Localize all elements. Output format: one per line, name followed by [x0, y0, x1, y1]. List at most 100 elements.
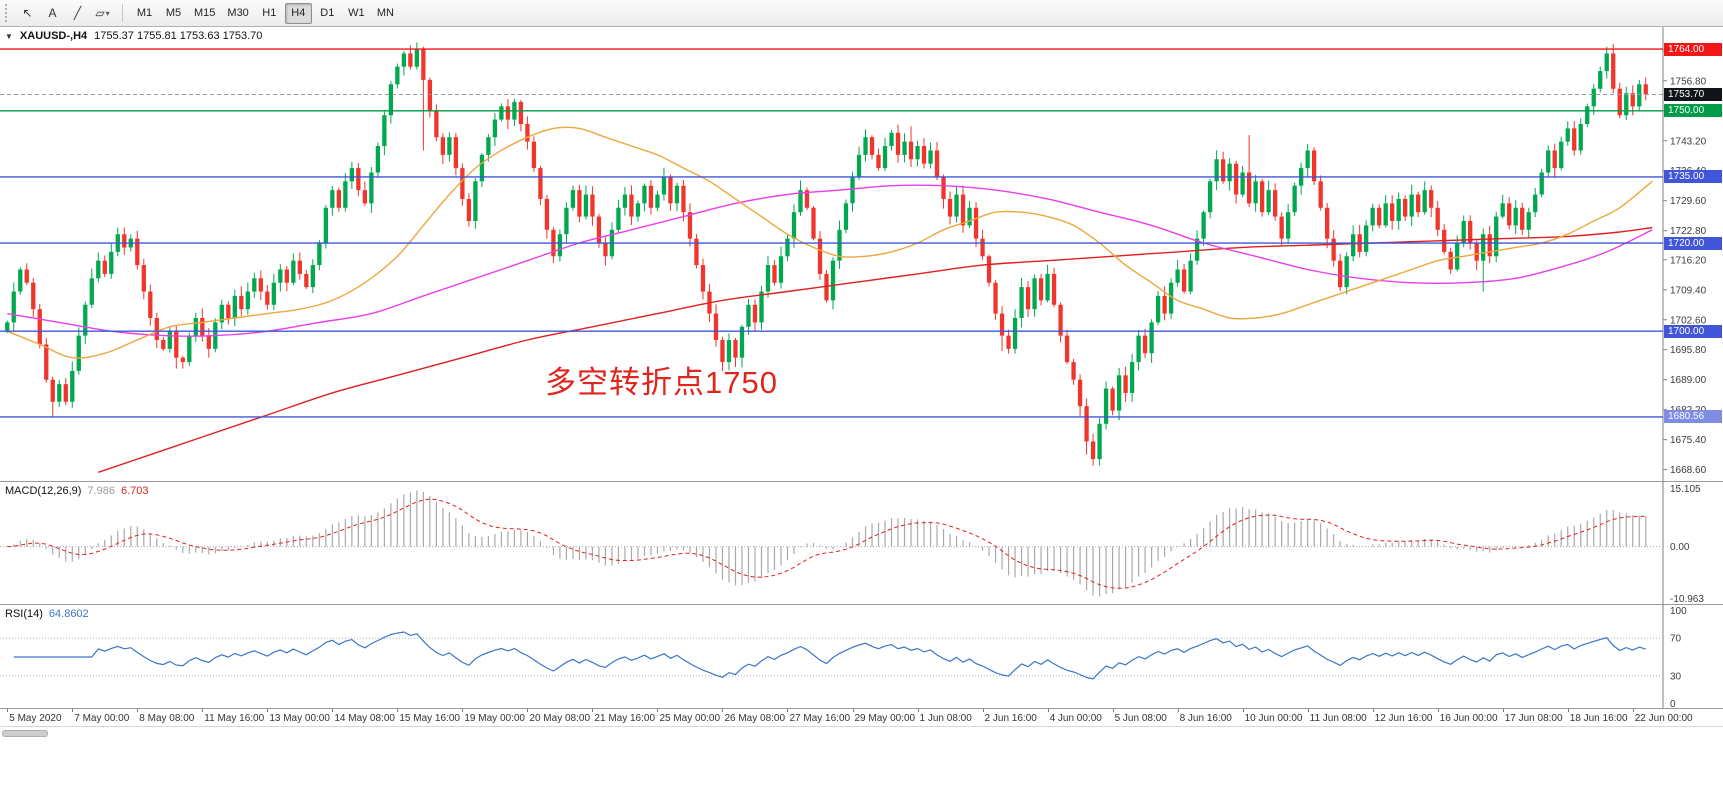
- rsi-name: RSI(14): [5, 608, 43, 620]
- time-label: 19 May 00:00: [464, 713, 525, 724]
- price-badge-1750: 1750.00: [1664, 104, 1722, 118]
- macd-name: MACD(12,26,9): [5, 485, 82, 497]
- price-badge-1720: 1720.00: [1664, 236, 1722, 250]
- toolbar: ↖ A ╱ ▱ ▾ M1 M5 M15 M30 H1 H4 D1 W1 MN: [0, 0, 1723, 27]
- chart-annotation-text: 多空转折点1750: [545, 365, 778, 400]
- time-label: 20 May 08:00: [529, 713, 591, 724]
- rsi-line: [13, 631, 1646, 680]
- time-tick: [1307, 709, 1309, 712]
- macd-panel: 15.105 0.00 -10.963 MACD(12,26,9) 7.986 6.…: [0, 482, 1723, 605]
- svg-text:1695.80: 1695.80: [1670, 345, 1707, 356]
- svg-text:1689.00: 1689.00: [1670, 375, 1707, 386]
- timeframe-button-h4[interactable]: H4: [284, 2, 312, 24]
- price-badge-1735: 1735.00: [1664, 170, 1722, 184]
- time-label: 8 Jun 16:00: [1179, 713, 1232, 724]
- time-label: 10 Jun 00:00: [1244, 713, 1303, 724]
- shapes-tool-button[interactable]: ▱ ▾: [91, 3, 114, 24]
- ma-medium-line: [7, 184, 1653, 337]
- toolbar-separator: [122, 4, 123, 22]
- svg-text:1675.40: 1675.40: [1670, 435, 1707, 446]
- price-badge-1680: 1680.56: [1664, 410, 1722, 424]
- timeframe-button-d1[interactable]: D1: [314, 3, 341, 24]
- rsi-panel: 100 70 30 0 RSI(14) 64.8602: [0, 605, 1723, 709]
- time-label: 4 Jun 00:00: [1049, 713, 1102, 724]
- bottom-strip: [0, 727, 1723, 791]
- timeframe-button-h1[interactable]: H1: [256, 3, 283, 24]
- svg-text:-10.963: -10.963: [1670, 594, 1704, 605]
- time-tick: [917, 709, 919, 712]
- svg-text:15.105: 15.105: [1670, 484, 1701, 495]
- chevron-down-icon: ▾: [105, 8, 110, 18]
- ma-slow-line: [98, 226, 1653, 473]
- time-label: 2 Jun 16:00: [984, 713, 1037, 724]
- time-label: 26 May 08:00: [724, 713, 786, 724]
- svg-text:1702.60: 1702.60: [1670, 315, 1707, 326]
- time-label: 12 Jun 16:00: [1374, 713, 1433, 724]
- symbol-dropdown-icon[interactable]: ▼: [5, 31, 13, 41]
- chart-header: ▼ XAUUSD-,H4 1755.37 1755.81 1753.63 175…: [5, 30, 262, 42]
- chart-ohlc-values: 1755.37 1755.81 1753.63 1753.70: [94, 30, 263, 42]
- time-tick: [722, 709, 724, 712]
- timeframe-button-mn[interactable]: MN: [372, 3, 399, 24]
- price-chart-canvas[interactable]: 1763.601756.801750.001743.201736.401729.…: [0, 27, 1723, 482]
- price-panel: 1763.601756.801750.001743.201736.401729.…: [0, 27, 1723, 482]
- svg-text:1722.80: 1722.80: [1670, 226, 1707, 237]
- time-tick: [592, 709, 594, 712]
- time-tick: [787, 709, 789, 712]
- rsi-canvas[interactable]: 100 70 30 0: [0, 605, 1723, 709]
- time-label: 7 May 00:00: [74, 713, 130, 724]
- time-tick: [267, 709, 269, 712]
- time-tick: [137, 709, 139, 712]
- time-label: 18 Jun 16:00: [1569, 713, 1628, 724]
- trendline-tool-button[interactable]: ╱: [66, 3, 89, 24]
- macd-canvas[interactable]: 15.105 0.00 -10.963: [0, 482, 1723, 605]
- timeframe-button-w1[interactable]: W1: [343, 3, 370, 24]
- time-tick: [7, 709, 9, 712]
- svg-text:1729.60: 1729.60: [1670, 196, 1707, 207]
- time-label: 11 Jun 08:00: [1309, 713, 1367, 724]
- time-label: 29 May 00:00: [854, 713, 916, 724]
- time-tick: [397, 709, 399, 712]
- time-label: 22 Jun 00:00: [1634, 713, 1693, 724]
- time-label: 15 May 16:00: [399, 713, 460, 724]
- time-axis[interactable]: 5 May 2020 7 May 00:00 8 May 08:00 11 May 1…: [0, 709, 1723, 727]
- time-tick: [982, 709, 984, 712]
- cursor-tool-button[interactable]: ↖: [16, 3, 39, 24]
- time-tick: [1242, 709, 1244, 712]
- toolbar-grip[interactable]: [5, 4, 9, 22]
- time-label: 14 May 08:00: [334, 713, 395, 724]
- current-price-badge: 1753.70: [1664, 87, 1722, 101]
- ma-fast-line: [7, 126, 1653, 359]
- text-tool-button[interactable]: A: [41, 3, 64, 24]
- svg-text:0: 0: [1670, 699, 1676, 709]
- candles: [5, 42, 1648, 466]
- time-tick: [1567, 709, 1569, 712]
- text-icon: A: [48, 6, 57, 20]
- price-badge-1764: 1764.00: [1664, 42, 1722, 56]
- timeframe-button-m15[interactable]: M15: [189, 3, 220, 24]
- cursor-icon: ↖: [22, 6, 33, 20]
- time-tick: [1502, 709, 1504, 712]
- time-tick: [1112, 709, 1114, 712]
- horizontal-scrollbar-thumb[interactable]: [2, 730, 48, 737]
- time-label: 8 May 08:00: [139, 713, 195, 724]
- time-tick: [1632, 709, 1634, 712]
- time-label: 5 May 2020: [9, 713, 62, 724]
- shapes-icon: ▱: [95, 6, 105, 20]
- svg-text:1668.60: 1668.60: [1670, 465, 1707, 476]
- timeframe-button-m1[interactable]: M1: [131, 3, 158, 24]
- macd-signal-value: 6.703: [120, 485, 149, 497]
- time-tick: [657, 709, 659, 712]
- macd-signal-line: [7, 498, 1646, 589]
- time-tick: [1047, 709, 1049, 712]
- time-tick: [1372, 709, 1374, 712]
- time-label: 11 May 16:00: [204, 713, 265, 724]
- timeframe-button-m30[interactable]: M30: [222, 3, 253, 24]
- time-tick: [1437, 709, 1439, 712]
- macd-main-value: 7.986: [87, 485, 115, 497]
- svg-text:0.00: 0.00: [1670, 542, 1690, 553]
- macd-label: MACD(12,26,9) 7.986 6.703: [5, 485, 148, 497]
- timeframe-button-m5[interactable]: M5: [160, 3, 187, 24]
- svg-text:1716.20: 1716.20: [1670, 255, 1707, 266]
